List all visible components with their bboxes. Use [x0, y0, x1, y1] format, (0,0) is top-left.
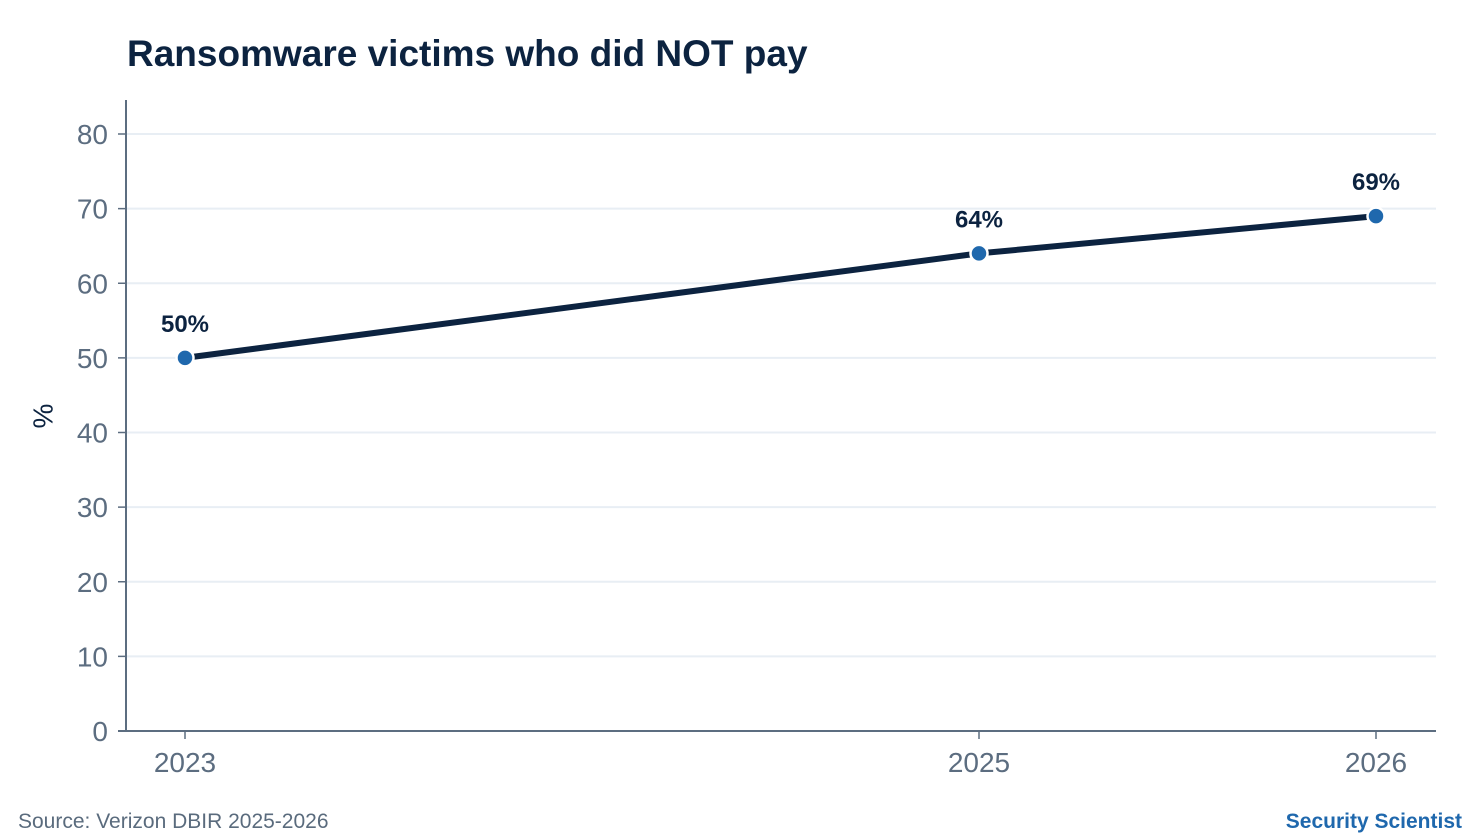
x-tick-label: 2023: [154, 747, 216, 778]
y-tick-label: 50: [77, 343, 108, 374]
y-tick-label: 10: [77, 641, 108, 672]
brand-label: Security Scientist: [1285, 810, 1462, 833]
source-note: Source: Verizon DBIR 2025-2026: [18, 810, 329, 833]
data-point: [175, 348, 195, 368]
y-tick-label: 20: [77, 567, 108, 598]
data-label: 50%: [161, 311, 209, 338]
y-tick-label: 70: [77, 194, 108, 225]
y-tick-label: 40: [77, 418, 108, 449]
series-line: [182, 213, 1379, 361]
y-tick-label: 30: [77, 492, 108, 523]
data-label: 69%: [1352, 169, 1400, 196]
x-tick-label: 2025: [948, 747, 1010, 778]
data-label: 64%: [955, 206, 1003, 233]
y-tick-label: 0: [92, 716, 108, 747]
y-axis-label: %: [27, 404, 58, 429]
gridlines: [126, 133, 1436, 658]
y-tick-label: 80: [77, 119, 108, 150]
axes: 0 10 20 30 40 50 60 70 80 2023 2025 2026: [77, 100, 1436, 778]
chart-title: Ransomware victims who did NOT pay: [127, 33, 808, 74]
y-tick-label: 60: [77, 268, 108, 299]
data-point: [969, 243, 989, 264]
x-tick-label: 2026: [1345, 747, 1407, 778]
series: 50% 64% 69%: [161, 169, 1400, 368]
data-point: [1366, 206, 1386, 226]
